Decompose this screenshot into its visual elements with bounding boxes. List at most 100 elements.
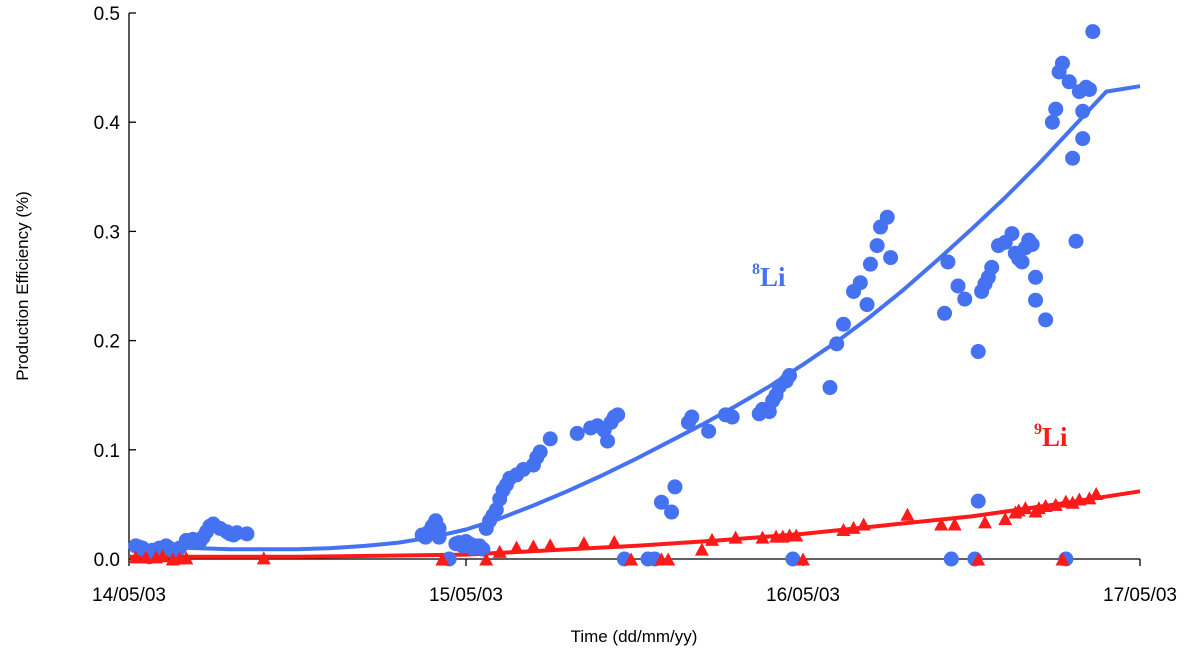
data-point-8li — [852, 275, 868, 291]
data-point-8li — [1085, 24, 1101, 40]
data-point-8li — [431, 529, 447, 545]
data-point-8li — [1004, 226, 1020, 242]
data-point-9li — [1072, 492, 1087, 506]
y-tick-label: 0.3 — [94, 222, 120, 243]
data-point-9li — [479, 552, 494, 566]
series-label-9li: 9Li — [1034, 421, 1068, 452]
data-point-9li — [1048, 497, 1063, 511]
data-point-8li — [822, 380, 838, 396]
data-point-9li — [789, 528, 804, 542]
series-label-8li-element: Li — [760, 262, 786, 292]
fit-curve-8li — [128, 84, 1141, 552]
data-point-8li — [1061, 74, 1077, 90]
data-point-8li — [542, 431, 558, 447]
data-point-8li — [883, 250, 899, 266]
data-point-9li — [607, 535, 622, 549]
x-tick-label: 14/05/03 — [92, 585, 166, 606]
data-point-8li — [862, 256, 878, 272]
data-point-8li — [869, 238, 885, 254]
fit-curve-9li — [129, 489, 1141, 559]
data-point-9li — [179, 551, 194, 565]
data-point-9li — [509, 540, 524, 554]
data-point-8li — [940, 254, 956, 270]
data-point-8li — [664, 504, 680, 520]
data-point-8li — [1054, 55, 1070, 71]
data-point-8li — [1038, 312, 1054, 328]
data-point-8li — [684, 409, 700, 425]
data-point-9li — [900, 507, 915, 521]
data-point-8li — [835, 316, 851, 332]
data-point-8li — [653, 494, 669, 510]
data-point-8li — [1065, 150, 1081, 166]
y-axis-title: Production Efficiency (%) — [13, 191, 32, 381]
data-point-8li — [1024, 237, 1040, 253]
data-point-9li — [1038, 498, 1053, 512]
data-point-9li — [435, 552, 450, 566]
data-point-9li — [661, 552, 676, 566]
data-point-8li — [1014, 254, 1030, 270]
data-point-9li — [728, 530, 743, 544]
data-point-8li — [1075, 131, 1091, 147]
data-point-8li — [937, 305, 953, 321]
x-tick-label: 15/05/03 — [429, 585, 503, 606]
data-point-9li — [694, 542, 709, 556]
x-tick-label: 16/05/03 — [766, 585, 840, 606]
data-point-8li — [943, 551, 959, 567]
data-point-8li — [859, 297, 875, 313]
data-point-9li — [1089, 486, 1104, 500]
x-axis-title: Time (dd/mm/yy) — [571, 627, 698, 646]
data-point-8li — [829, 336, 845, 352]
data-point-9li — [526, 539, 541, 553]
y-axis-ticks: 0.0 0.1 0.2 0.3 0.4 0.5 — [94, 4, 136, 571]
x-axis-ticks: 14/05/03 15/05/03 16/05/03 17/05/03 — [92, 559, 1177, 606]
data-point-9li — [138, 550, 153, 564]
data-point-8li — [475, 541, 491, 557]
data-point-9li — [846, 520, 861, 534]
data-point-8li — [701, 423, 717, 439]
data-point-8li — [970, 344, 986, 360]
data-point-9li — [155, 549, 170, 563]
data-point-9li — [576, 536, 591, 550]
data-point-9li — [755, 530, 770, 544]
data-point-8li — [984, 259, 1000, 275]
fit-curves — [128, 84, 1141, 559]
data-point-8li — [569, 425, 585, 441]
data-point-9li — [971, 552, 986, 566]
data-point-9li — [836, 523, 851, 537]
series-label-9li-element: Li — [1042, 422, 1068, 452]
data-point-9li — [1055, 552, 1070, 566]
data-point-8li — [1028, 269, 1044, 285]
data-point-8li — [970, 493, 986, 509]
data-point-9li — [1018, 501, 1033, 515]
data-point-9li — [856, 517, 871, 531]
y-tick-label: 0.0 — [94, 550, 120, 571]
data-point-8li — [879, 209, 895, 225]
data-point-8li — [782, 368, 798, 384]
series-label-8li: 8Li — [752, 261, 786, 292]
data-point-9li — [796, 552, 810, 566]
data-point-8li — [610, 407, 626, 423]
series-label-9li-mass: 9 — [1034, 421, 1042, 438]
data-point-8li — [1081, 81, 1097, 97]
data-point-9li — [934, 517, 949, 531]
data-point-8li — [667, 479, 683, 495]
data-point-8li — [239, 526, 255, 542]
data-point-8li — [1044, 114, 1060, 130]
data-point-8li — [785, 551, 801, 567]
data-point-8li — [1048, 101, 1064, 117]
data-point-9li — [256, 551, 271, 565]
data-point-9li — [947, 517, 962, 531]
y-tick-label: 0.1 — [94, 441, 120, 462]
data-point-8li — [600, 433, 616, 449]
data-point-9li — [492, 544, 507, 558]
y-tick-label: 0.5 — [94, 4, 120, 25]
data-point-9li — [1082, 491, 1097, 505]
y-tick-label: 0.2 — [94, 332, 120, 353]
data-point-8li — [950, 278, 966, 294]
data-point-9li — [543, 538, 558, 552]
data-points — [128, 24, 1104, 567]
data-point-8li — [532, 444, 548, 460]
data-point-9li — [977, 515, 992, 529]
data-point-9li — [1065, 495, 1080, 509]
